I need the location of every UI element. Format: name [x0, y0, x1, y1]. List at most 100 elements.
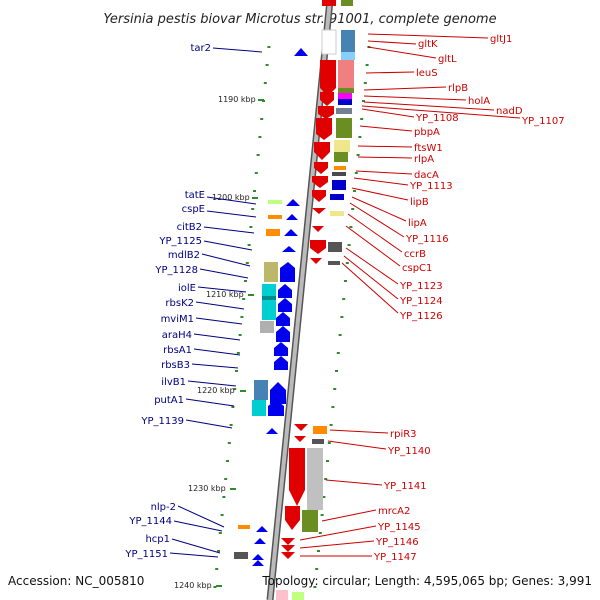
gene-label[interactable]: YP_1144: [128, 516, 172, 527]
gene-label[interactable]: YP_1113: [409, 181, 453, 192]
gene-label[interactable]: holA: [468, 96, 490, 107]
tick-dot: [222, 496, 226, 498]
tick-dot: [331, 406, 335, 408]
leader-line: [206, 196, 257, 205]
gene-label[interactable]: rlpB: [448, 83, 468, 94]
tick-dot: [345, 262, 349, 264]
gene-label[interactable]: YP_1140: [387, 446, 431, 457]
gene-label[interactable]: lipA: [408, 218, 427, 229]
gene-label[interactable]: YP_1124: [399, 296, 443, 307]
tick-dot: [326, 460, 329, 462]
gene-label[interactable]: YP_1151: [124, 549, 168, 560]
gene-label[interactable]: cspC1: [402, 263, 432, 274]
gene-label[interactable]: rpiR3: [390, 429, 417, 440]
gene-label[interactable]: cspE: [182, 204, 205, 215]
gene-label[interactable]: YP_1145: [377, 522, 421, 533]
leader-line: [327, 440, 387, 450]
gene-label[interactable]: dacA: [414, 170, 439, 181]
gene-label[interactable]: tar2: [190, 43, 211, 54]
gene-block: [336, 118, 352, 138]
gene-label[interactable]: YP_1107: [521, 116, 565, 127]
gene-label[interactable]: ccrB: [404, 249, 426, 260]
tick-dot: [313, 586, 317, 588]
leader-line: [345, 225, 401, 267]
tick-dot: [263, 82, 267, 84]
leader-line: [329, 429, 389, 434]
gene-label[interactable]: nlp-2: [151, 502, 176, 513]
gene-block: [338, 93, 352, 99]
gene-arrow: [312, 226, 324, 232]
gene-arrow: [316, 118, 332, 140]
gene-block: [328, 261, 340, 265]
gene-label[interactable]: gltL: [438, 54, 457, 65]
gene-label[interactable]: iolE: [178, 283, 196, 294]
gene-arrow: [280, 262, 295, 282]
gene-label[interactable]: rbsB3: [161, 360, 190, 371]
tick-dot: [365, 64, 369, 66]
tick-dot: [235, 370, 238, 372]
gene-label[interactable]: araH4: [162, 330, 192, 341]
gene-arrow: [312, 190, 326, 202]
leader-line: [169, 552, 219, 558]
right-gene-labels: gltJ1 gltK gltL leuS rlpB holA nadD YP_1…: [299, 33, 565, 563]
gene-label[interactable]: YP_1141: [383, 481, 427, 492]
right-strand-features: [276, 0, 355, 600]
tick-dot: [258, 136, 262, 138]
gene-arrow: [289, 448, 305, 506]
gene-label[interactable]: YP_1116: [405, 234, 449, 245]
leader-line: [321, 509, 377, 522]
gene-arrow: [278, 298, 292, 312]
gene-arrow: [320, 60, 336, 96]
gene-label[interactable]: leuS: [416, 68, 438, 79]
gene-label[interactable]: YP_1126: [399, 311, 443, 322]
gene-label[interactable]: putA1: [154, 395, 184, 406]
gene-block: [341, 30, 355, 52]
tick-dot: [315, 568, 319, 570]
tick-dot: [254, 172, 258, 174]
gene-label[interactable]: YP_1139: [140, 416, 184, 427]
gene-block: [322, 0, 336, 6]
gene-block: [334, 166, 346, 170]
gene-label[interactable]: YP_1128: [154, 265, 198, 276]
tick-guides: [213, 46, 371, 588]
tick-dot: [362, 100, 365, 102]
leader-line: [193, 348, 241, 356]
gene-label[interactable]: hcp1: [145, 534, 170, 545]
gene-label[interactable]: YP_1146: [375, 537, 419, 548]
gene-label[interactable]: ftsW1: [414, 143, 443, 154]
leader-line: [363, 101, 495, 111]
gene-arrow: [266, 428, 278, 434]
gene-label[interactable]: YP_1108: [415, 113, 459, 124]
tick-dot: [240, 316, 244, 318]
gene-label[interactable]: rbsK2: [165, 298, 194, 309]
gene-label[interactable]: citB2: [177, 222, 202, 233]
gene-label[interactable]: YP_1123: [399, 281, 443, 292]
gene-label[interactable]: tatE: [185, 190, 205, 201]
gene-label[interactable]: mviM1: [161, 314, 194, 325]
gene-label[interactable]: gltJ1: [490, 34, 512, 45]
gene-arrow: [281, 552, 295, 559]
leader-line: [193, 333, 241, 341]
gene-label[interactable]: mdlB2: [168, 250, 200, 261]
gene-arrow: [270, 382, 286, 404]
gene-block: [268, 200, 282, 204]
gene-label[interactable]: lipB: [410, 197, 429, 208]
gene-block: [262, 284, 276, 320]
gene-arrow: [254, 538, 266, 544]
leader-line: [203, 226, 255, 234]
leader-line: [361, 105, 521, 119]
tick-dot: [218, 532, 222, 534]
gene-label[interactable]: ilvB1: [161, 377, 186, 388]
gene-label[interactable]: YP_1147: [373, 552, 417, 563]
gene-label[interactable]: pbpA: [414, 127, 440, 138]
gene-label[interactable]: rbsA1: [163, 345, 192, 356]
scale-tick: [252, 197, 258, 199]
gene-label[interactable]: YP_1125: [158, 236, 202, 247]
leader-line: [212, 47, 263, 53]
gene-label[interactable]: mrcA2: [378, 506, 410, 517]
gene-block: [332, 172, 346, 176]
tick-dot: [317, 550, 320, 552]
gene-label[interactable]: rlpA: [414, 154, 434, 165]
gene-label[interactable]: gltK: [418, 39, 438, 50]
gene-label[interactable]: nadD: [496, 106, 523, 117]
